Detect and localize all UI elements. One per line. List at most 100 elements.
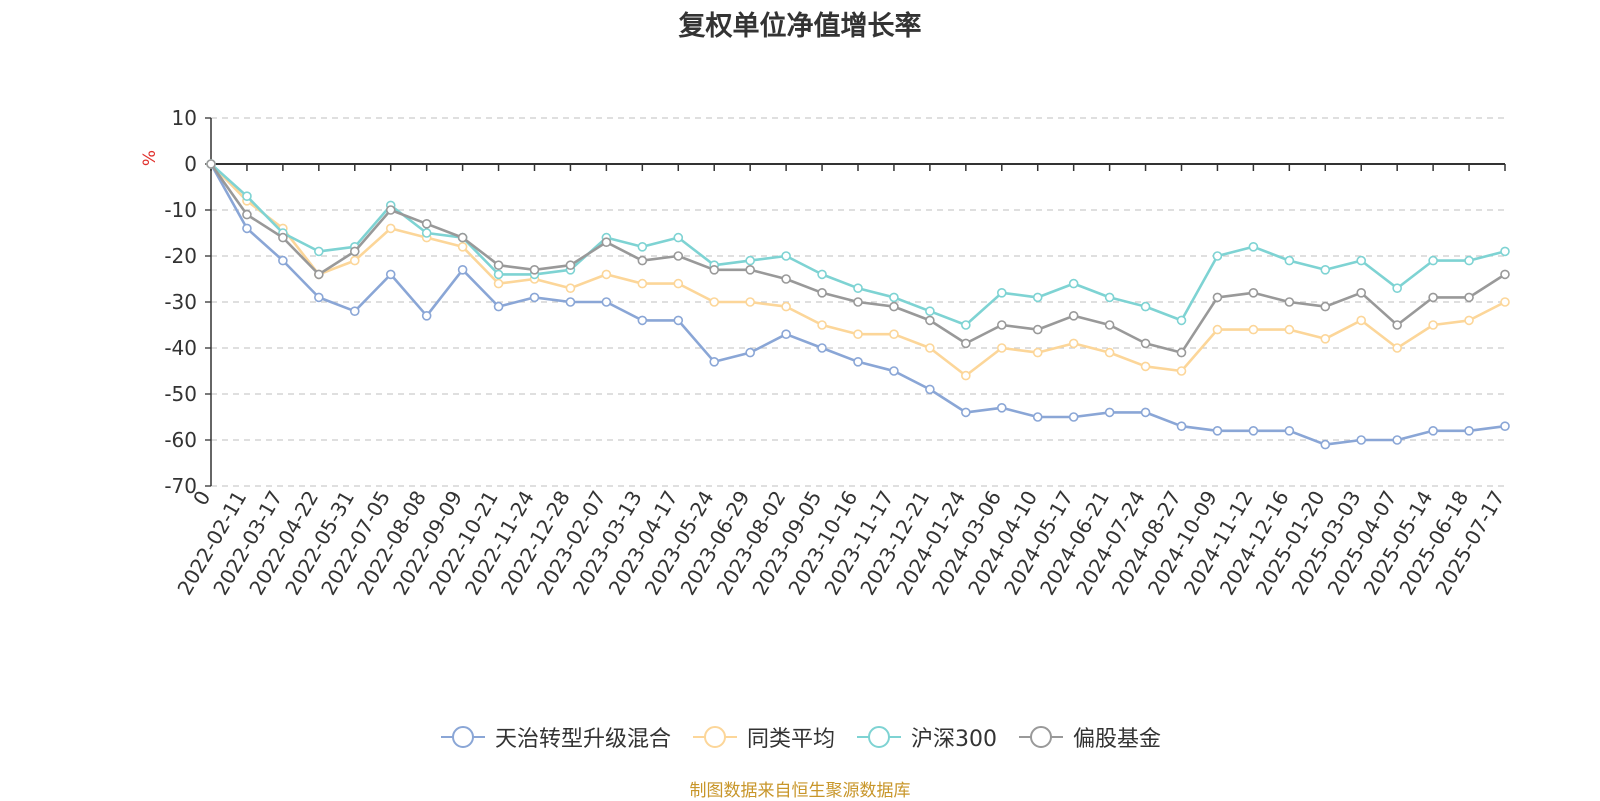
- data-point[interactable]: [1140, 361, 1151, 372]
- legend-item[interactable]: 沪深300: [855, 721, 997, 753]
- data-point[interactable]: [529, 264, 540, 275]
- data-point[interactable]: [853, 356, 863, 367]
- data-point[interactable]: [961, 320, 971, 330]
- data-point[interactable]: [781, 329, 791, 340]
- data-point[interactable]: [278, 255, 288, 266]
- data-point[interactable]: [385, 223, 396, 234]
- data-point[interactable]: [1284, 324, 1295, 335]
- data-point[interactable]: [314, 269, 324, 280]
- data-point[interactable]: [745, 297, 755, 307]
- data-point[interactable]: [1428, 320, 1438, 330]
- data-point[interactable]: [781, 301, 791, 312]
- data-point[interactable]: [385, 205, 396, 215]
- data-point[interactable]: [781, 274, 791, 284]
- data-point[interactable]: [1248, 324, 1259, 335]
- data-point[interactable]: [889, 329, 899, 340]
- data-point[interactable]: [961, 338, 971, 349]
- data-point[interactable]: [637, 255, 648, 266]
- data-point[interactable]: [853, 329, 863, 340]
- data-point[interactable]: [1284, 425, 1295, 436]
- data-point[interactable]: [673, 232, 684, 243]
- data-point[interactable]: [493, 260, 504, 271]
- data-point[interactable]: [1320, 439, 1331, 450]
- data-point[interactable]: [421, 310, 432, 321]
- data-point[interactable]: [1104, 347, 1115, 358]
- data-point[interactable]: [278, 232, 288, 243]
- data-point[interactable]: [529, 292, 540, 303]
- data-point[interactable]: [1212, 324, 1223, 335]
- data-point[interactable]: [925, 343, 935, 353]
- data-point[interactable]: [745, 255, 755, 266]
- data-point[interactable]: [1464, 255, 1474, 266]
- data-point[interactable]: [1320, 333, 1331, 344]
- data-point[interactable]: [1248, 425, 1259, 436]
- data-point[interactable]: [242, 209, 252, 220]
- data-point[interactable]: [1356, 315, 1367, 326]
- data-point[interactable]: [1104, 320, 1115, 330]
- data-point[interactable]: [206, 159, 216, 169]
- data-point[interactable]: [457, 242, 468, 252]
- data-point[interactable]: [1032, 324, 1043, 335]
- data-point[interactable]: [1212, 251, 1223, 261]
- data-point[interactable]: [1068, 338, 1079, 349]
- data-point[interactable]: [1428, 425, 1438, 436]
- data-point[interactable]: [1500, 269, 1510, 280]
- data-point[interactable]: [1320, 301, 1331, 312]
- data-point[interactable]: [781, 251, 791, 261]
- data-point[interactable]: [1032, 412, 1043, 422]
- data-point[interactable]: [1176, 315, 1187, 326]
- data-point[interactable]: [349, 255, 360, 266]
- data-point[interactable]: [996, 343, 1007, 353]
- data-point[interactable]: [1068, 310, 1079, 321]
- data-point[interactable]: [493, 269, 504, 280]
- data-point[interactable]: [1284, 255, 1295, 266]
- data-point[interactable]: [314, 246, 324, 257]
- data-point[interactable]: [314, 292, 324, 303]
- data-point[interactable]: [1356, 287, 1367, 298]
- data-point[interactable]: [1212, 292, 1223, 303]
- data-point[interactable]: [1500, 297, 1510, 307]
- data-point[interactable]: [601, 297, 612, 307]
- data-point[interactable]: [889, 366, 899, 376]
- data-point[interactable]: [1176, 421, 1187, 432]
- data-point[interactable]: [817, 343, 827, 353]
- data-point[interactable]: [709, 264, 720, 275]
- data-point[interactable]: [1464, 425, 1474, 436]
- data-point[interactable]: [889, 301, 899, 312]
- data-point[interactable]: [1176, 366, 1187, 376]
- data-point[interactable]: [565, 297, 576, 307]
- data-point[interactable]: [996, 402, 1007, 413]
- data-point[interactable]: [421, 219, 432, 229]
- data-point[interactable]: [1104, 292, 1115, 303]
- data-point[interactable]: [349, 246, 360, 257]
- data-point[interactable]: [1212, 425, 1223, 436]
- data-point[interactable]: [1356, 435, 1367, 445]
- data-point[interactable]: [601, 269, 612, 280]
- data-point[interactable]: [601, 237, 612, 247]
- data-point[interactable]: [242, 191, 252, 201]
- data-point[interactable]: [853, 283, 863, 294]
- data-point[interactable]: [1392, 343, 1402, 353]
- data-point[interactable]: [1104, 407, 1115, 418]
- data-point[interactable]: [1464, 292, 1474, 303]
- legend-item[interactable]: 偏股基金: [1017, 721, 1161, 753]
- data-point[interactable]: [1500, 421, 1510, 432]
- data-point[interactable]: [709, 356, 720, 367]
- data-point[interactable]: [745, 347, 755, 358]
- data-point[interactable]: [673, 315, 684, 326]
- data-point[interactable]: [817, 320, 827, 330]
- data-point[interactable]: [925, 306, 935, 317]
- data-point[interactable]: [1320, 264, 1331, 275]
- data-point[interactable]: [457, 232, 468, 243]
- data-point[interactable]: [1068, 412, 1079, 422]
- data-point[interactable]: [1464, 315, 1474, 326]
- data-point[interactable]: [1284, 297, 1295, 307]
- data-point[interactable]: [1500, 246, 1510, 257]
- data-point[interactable]: [709, 297, 720, 307]
- data-point[interactable]: [1392, 320, 1402, 330]
- data-point[interactable]: [1032, 347, 1043, 358]
- data-point[interactable]: [925, 384, 935, 395]
- data-point[interactable]: [1248, 287, 1259, 298]
- data-point[interactable]: [889, 292, 899, 303]
- legend-item[interactable]: 同类平均: [691, 721, 835, 753]
